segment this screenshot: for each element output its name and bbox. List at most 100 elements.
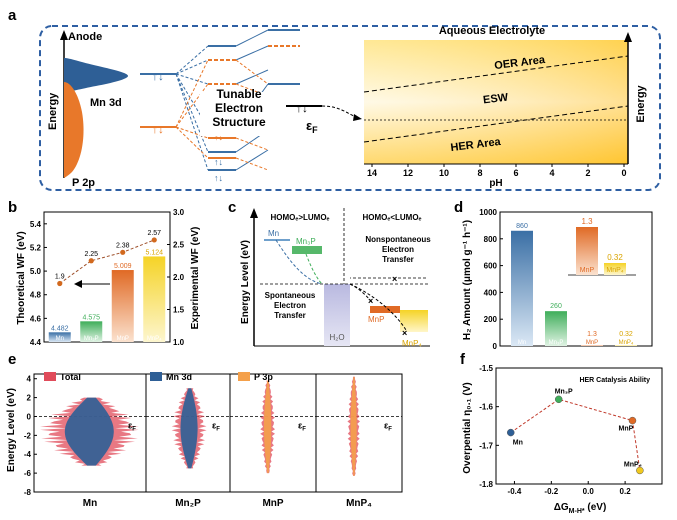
tunable-label-3: Structure (212, 115, 266, 129)
f-point (554, 395, 563, 404)
ph-tick-label: 12 (403, 168, 413, 178)
f-x-tick-label: -0.2 (544, 487, 558, 496)
b-bar (143, 256, 166, 342)
c-nonspont-3: Transfer (382, 255, 414, 264)
d-tick-label: 800 (484, 235, 498, 244)
f-xlabel: ΔGM-H* (eV) (554, 502, 607, 515)
energy-axis-right-arrow (624, 32, 632, 42)
b-right-tick-label: 2.0 (173, 273, 185, 282)
legend-mn3d-swatch (150, 372, 162, 381)
f-title: HER Catalysis Ability (579, 377, 650, 384)
b-left-tick-label: 5.0 (30, 267, 42, 276)
b-right-tick-label: 2.5 (173, 241, 185, 250)
d-bar-category: Mn₃P (549, 340, 564, 346)
c-header-right: HOMOₑ<LUMOₑ (362, 213, 421, 222)
panel-label-c: c (228, 199, 236, 216)
panel-a: a Anode Energy Mn 3d P 2p ↑↓ ↑↓ (8, 7, 661, 191)
f-point (507, 428, 515, 437)
f-point-label: Mn₃P (555, 388, 573, 395)
e-partial-dos (263, 380, 272, 474)
c-mnp4-level (400, 310, 428, 332)
ph-tick-label: 4 (549, 168, 554, 178)
ph-tick-label: 6 (513, 168, 518, 178)
panel-e: e Energy Level (eV) 4 2 0 -2 -4 -6 -8 εF Mn εF Mn… (6, 351, 403, 509)
e-partial-dos (64, 397, 114, 466)
d-y-axis: 1000 800 600 400 200 0 (479, 208, 503, 351)
b-bar-value: 5.009 (114, 263, 132, 270)
tunable-box (200, 92, 278, 136)
anode-label: Anode (68, 31, 102, 43)
e-material-label: Mn₂P (175, 498, 201, 509)
e-y-axis: 4 2 0 -2 -4 -6 -8 (24, 375, 37, 497)
e-tick-label: 2 (27, 394, 32, 403)
b-left-axis: 5.4 5.2 5.0 4.8 4.6 4.4 (30, 220, 47, 347)
mn3d-label: Mn 3d (90, 97, 122, 109)
d-inset-label-mnp: MnP (580, 267, 595, 274)
f-ylabel: Overpential η₀.₁ (V) (462, 382, 473, 473)
d-inset-label-mnp4: MnP₄ (606, 267, 623, 274)
f-x-tick-label: -0.4 (508, 487, 522, 496)
e-panel-frame (315, 373, 403, 493)
e-fermi-label: εF (212, 420, 220, 432)
f-y-tick-label: -1.5 (479, 364, 493, 373)
b-exp-point (57, 280, 63, 287)
panel-a-frame (39, 25, 661, 191)
e-material-label: MnP₄ (346, 498, 372, 509)
f-point-label: MnP₄ (624, 461, 642, 468)
e-tick-label: -4 (24, 450, 32, 459)
c-spont-3: Transfer (274, 311, 306, 320)
e-partial-dos (350, 376, 357, 476)
esw-label: ESW (482, 91, 509, 106)
b-exp-value: 1.9 (55, 274, 65, 281)
d-inset-value-mnp4: 0.32 (607, 253, 623, 262)
d-bar-category: Mn (518, 340, 526, 346)
panel-label-f: f (460, 351, 466, 368)
mn3d-dos-shape (64, 58, 128, 92)
panel-label-a: a (8, 7, 17, 24)
fermi-connector (321, 105, 359, 119)
c-mn3p-label: Mn₃P (296, 237, 316, 246)
spin-pair-icon: ↑↓ (214, 132, 223, 142)
d-inset-bar-mnp (576, 227, 598, 275)
tunable-label-1: Tunable (216, 87, 261, 101)
b-bar-value: 4.482 (51, 325, 69, 332)
c-mn3p-level (292, 246, 322, 254)
b-bar (111, 270, 134, 342)
ph-tick-label: 10 (439, 168, 449, 178)
e-tick-label: 0 (27, 412, 32, 421)
e-ylabel: Energy Level (eV) (6, 388, 17, 472)
c-block-mark: × (392, 274, 397, 284)
b-bar (80, 321, 103, 342)
f-points: Mn Mn₃P MnP MnP₄ (507, 388, 644, 475)
b-exp-point (151, 237, 157, 243)
f-axes: -0.4 -0.2 0.0 0.2 -1.5 -1.6 -1.7 -1.8 (479, 364, 631, 496)
d-bar (511, 230, 533, 346)
b-ylabel-left: Theoretical WF (eV) (16, 231, 27, 324)
d-bar (615, 345, 637, 346)
b-bar (48, 332, 71, 342)
b-left-tick-label: 4.8 (30, 291, 42, 300)
b-exp-point (88, 258, 94, 264)
e-tick-label: -2 (24, 431, 32, 440)
panel-c: c Energy Level (eV) HOMOₑ>LUMOₑ HOMOₑ<LU… (228, 199, 431, 348)
f-point (636, 466, 644, 475)
energy-label-right: Energy (635, 84, 647, 122)
e-fermi-label: εF (384, 420, 392, 432)
b-left-tick-label: 4.4 (30, 338, 42, 347)
c-nonspont-1: Nonspontaneous (365, 235, 431, 244)
b-left-tick-label: 5.2 (30, 243, 42, 252)
electrolyte-title: Aqueous Electrolyte (439, 25, 545, 37)
b-bar-category: MnP₄ (147, 336, 162, 342)
e-fermi-label: εF (298, 420, 306, 432)
spin-pair-icon: ↑↓ (214, 157, 223, 167)
panel-f-plot-frame (495, 367, 663, 485)
c-mnp-label: MnP (368, 315, 384, 324)
d-ylabel: H₂ Amount (μmol g⁻¹ h⁻¹) (462, 220, 473, 340)
b-right-tick-label: 1.0 (173, 338, 185, 347)
c-ylabel: Energy Level (eV) (240, 240, 251, 324)
d-inset: 1.3 0.32 MnP MnP₄ (568, 217, 636, 276)
b-experimental-line: 1.9 2.25 2.38 2.57 (55, 230, 161, 287)
panel-label-d: d (454, 199, 463, 216)
spin-pair-icon: ↑↓ (152, 69, 164, 83)
